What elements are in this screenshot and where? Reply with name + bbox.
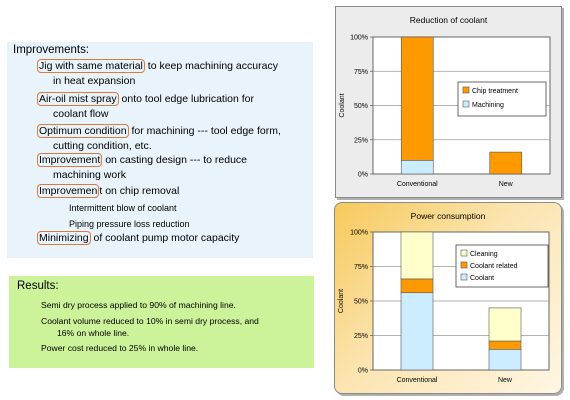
bar-segment-machining: [400, 160, 434, 175]
x-tick-label: Conventional: [397, 377, 438, 384]
chart-title: Power consumption: [411, 211, 486, 221]
y-tick-label: 25%: [354, 333, 368, 340]
x-tick-label: New: [498, 377, 513, 384]
result-line: Power cost reduced to 25% in whole line.: [41, 343, 199, 353]
improvement-item: Optimum condition for machining --- tool…: [37, 124, 281, 138]
improvements-panel: Improvements: Jig with same material to …: [7, 42, 313, 258]
improvement-highlight: Improvement: [37, 153, 103, 167]
coolant-reduction-chart: Reduction of coolant 0% 25% 50% 75% 100% Coola…: [339, 15, 551, 188]
coolant-reduction-chart-panel: Reduction of coolant 0% 25% 50% 75% 100% Coola…: [335, 6, 562, 198]
legend-box: [457, 81, 547, 117]
improvement-item-continuation: coolant flow: [53, 108, 109, 120]
y-tick-label: 50%: [354, 103, 368, 110]
legend-swatch: [460, 249, 468, 257]
improvement-item: Improvement on casting design --- to red…: [37, 153, 248, 167]
y-axis-label: Coolant: [339, 93, 346, 117]
bar-segment-coolant: [400, 292, 434, 371]
legend-box: [455, 244, 549, 288]
x-tick-label: Conventional: [397, 181, 438, 188]
improvement-item: Jig with same material to keep machining…: [37, 59, 278, 73]
improvement-highlight: Jig with same material: [37, 59, 145, 73]
legend-label: Machining: [472, 102, 504, 109]
y-tick-label: 50%: [354, 299, 368, 306]
y-tick-label: 75%: [354, 69, 368, 76]
results-title: Results:: [17, 280, 59, 292]
legend-label: Chip treatment: [472, 88, 518, 95]
result-line: 16% on whole line.: [57, 328, 130, 338]
improvement-item: Improvemen t on chip removal: [37, 184, 180, 198]
result-line: Coolant volume reduced to 10% in semi dr…: [41, 316, 259, 326]
result-line: Semi dry process applied to 90% of machi…: [41, 300, 236, 310]
chart-title: Reduction of coolant: [410, 15, 488, 25]
bar-segment-chip-treatment: [489, 151, 523, 175]
improvement-item: Air-oil mist spray onto tool edge lubric…: [37, 92, 255, 106]
bar-segment-coolant: [488, 349, 522, 371]
legend-label: Coolant: [470, 275, 494, 282]
legend-label: Coolant related: [470, 263, 518, 270]
improvement-item-continuation: machining work: [53, 169, 126, 181]
improvement-item: Minimizing of coolant pump motor capacit…: [37, 231, 240, 245]
improvement-highlight: Optimum condition: [37, 124, 129, 138]
improvement-item-continuation: cutting condition, etc.: [53, 140, 152, 152]
y-tick-label: 0%: [358, 172, 368, 179]
legend-swatch: [462, 86, 470, 94]
y-tick-label: 75%: [354, 264, 368, 271]
y-tick-label: 25%: [354, 137, 368, 144]
y-tick-label: 100%: [350, 35, 368, 42]
bar-segment-coolant-related: [488, 340, 522, 350]
improvement-highlight: Minimizing: [37, 231, 91, 245]
improvement-highlight: Improvemen: [37, 184, 100, 198]
y-tick-label: 0%: [358, 368, 368, 375]
power-consumption-chart-panel: Power consumption 0% 25% 50% 75% 100% Coolant C…: [334, 202, 562, 394]
legend-label: Cleaning: [470, 251, 498, 258]
y-axis-label: Coolant: [338, 289, 345, 313]
improvements-title: Improvements:: [13, 44, 90, 56]
improvement-sub-item: Intermittent blow of coolant: [69, 203, 177, 213]
improvement-item-continuation: in heat expansion: [53, 75, 136, 87]
bar-segment-cleaning: [488, 307, 522, 342]
legend-swatch: [462, 100, 470, 108]
legend-swatch: [460, 273, 468, 281]
improvement-sub-item: Piping pressure loss reduction: [69, 219, 190, 229]
legend-swatch: [460, 261, 468, 269]
y-tick-label: 100%: [350, 230, 368, 237]
bar-segment-chip-treatment: [400, 36, 434, 161]
bar-segment-cleaning: [400, 231, 434, 280]
power-consumption-chart: Power consumption 0% 25% 50% 75% 100% Coolant C…: [338, 211, 550, 384]
results-panel: Results: Semi dry process applied to 90%…: [9, 276, 314, 368]
bar-segment-coolant-related: [400, 278, 434, 294]
x-tick-label: New: [499, 181, 514, 188]
improvement-highlight: Air-oil mist spray: [37, 92, 119, 106]
